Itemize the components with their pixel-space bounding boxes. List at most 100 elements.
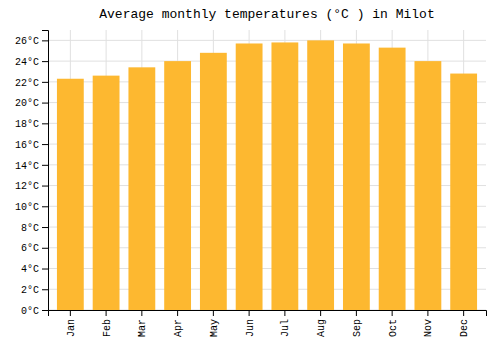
tick-mark bbox=[249, 310, 250, 316]
y-axis: 0°C 2°C 4°C 6°C 8°C 10°C 12°C 14°C 16°C 18°C 20°C 2… bbox=[15, 31, 49, 317]
bar bbox=[57, 79, 84, 310]
tick: 20°C bbox=[15, 98, 48, 109]
bar bbox=[450, 74, 477, 310]
tick-mark bbox=[42, 310, 48, 311]
tick-label: Aug bbox=[316, 319, 327, 337]
tick-mark bbox=[42, 227, 48, 228]
tick-mark bbox=[284, 310, 285, 316]
tick: 4°C bbox=[21, 264, 48, 275]
tick: Feb bbox=[102, 310, 113, 337]
tick: Sep bbox=[352, 310, 363, 337]
tick-mark bbox=[427, 310, 428, 316]
tick-mark bbox=[42, 144, 48, 145]
tick-label: 26°C bbox=[15, 36, 39, 47]
tick-label: 12°C bbox=[15, 181, 39, 192]
tick: May bbox=[209, 310, 220, 337]
grid bbox=[48, 30, 486, 310]
tick-label: Jun bbox=[245, 319, 256, 337]
tick-mark bbox=[320, 310, 321, 316]
tick-label: 4°C bbox=[21, 264, 39, 275]
bar bbox=[379, 48, 406, 310]
tick-label: Nov bbox=[423, 319, 434, 337]
tick-label: Oct bbox=[388, 319, 399, 337]
tick: Apr bbox=[173, 310, 184, 337]
bar bbox=[343, 43, 370, 310]
tick-label: 8°C bbox=[21, 223, 39, 234]
tick: Nov bbox=[423, 310, 434, 337]
tick: 8°C bbox=[21, 223, 48, 234]
tick: Dec bbox=[459, 310, 470, 337]
tick-mark bbox=[463, 310, 464, 316]
tick-label: Apr bbox=[173, 319, 184, 337]
tick-mark bbox=[42, 103, 48, 104]
tick-label: 16°C bbox=[15, 140, 39, 151]
tick-label: May bbox=[209, 319, 220, 337]
tick-label: Mar bbox=[137, 319, 148, 337]
tick-label: 20°C bbox=[15, 98, 39, 109]
tick-label: 24°C bbox=[15, 57, 39, 68]
tick-label: 22°C bbox=[15, 78, 39, 89]
tick-mark bbox=[42, 186, 48, 187]
grid-line bbox=[48, 40, 486, 41]
tick-label: Sep bbox=[352, 319, 363, 337]
tick-label: 18°C bbox=[15, 119, 39, 130]
tick-label: 2°C bbox=[21, 285, 39, 296]
tick-label: Jul bbox=[280, 319, 291, 337]
bar bbox=[164, 61, 191, 310]
chart: 0°C 2°C 4°C 6°C 8°C 10°C 12°C 14°C 16°C 18°C 20°C 2… bbox=[0, 0, 500, 350]
tick: 14°C bbox=[15, 161, 48, 172]
tick-label: Dec bbox=[459, 319, 470, 337]
bar bbox=[236, 43, 263, 310]
tick: Jun bbox=[245, 310, 256, 337]
bar bbox=[414, 61, 441, 310]
tick: 12°C bbox=[15, 181, 48, 192]
tick: Oct bbox=[388, 310, 399, 337]
axis-line bbox=[49, 311, 487, 317]
bar bbox=[93, 76, 120, 310]
bar bbox=[200, 53, 227, 310]
tick-label: 14°C bbox=[15, 161, 39, 172]
tick: 18°C bbox=[15, 119, 48, 130]
tick-label: Jan bbox=[66, 319, 77, 337]
tick-label: 10°C bbox=[15, 202, 39, 213]
x-axis: Jan Feb Mar Apr May Jun Jul Aug Sep Oct Nov Dec bbox=[49, 310, 487, 337]
plot: 0°C 2°C 4°C 6°C 8°C 10°C 12°C 14°C 16°C 18°C 20°C 2… bbox=[15, 30, 487, 337]
tick-mark bbox=[42, 248, 48, 249]
tick-mark bbox=[42, 82, 48, 83]
tick-mark bbox=[42, 40, 48, 41]
tick-mark bbox=[177, 310, 178, 316]
tick: 0°C bbox=[21, 306, 48, 317]
tick-mark bbox=[213, 310, 214, 316]
tick-mark bbox=[392, 310, 393, 316]
axis-line bbox=[42, 31, 49, 311]
bar bbox=[128, 67, 155, 310]
tick: 6°C bbox=[21, 243, 48, 254]
tick-mark bbox=[42, 206, 48, 207]
tick: 24°C bbox=[15, 57, 48, 68]
title: Average monthly temperatures (°C ) in Mi… bbox=[99, 7, 434, 22]
tick-mark bbox=[42, 165, 48, 166]
tick: 10°C bbox=[15, 202, 48, 213]
tick-mark bbox=[42, 61, 48, 62]
tick: Aug bbox=[316, 310, 327, 337]
tick-mark bbox=[42, 123, 48, 124]
tick: 26°C bbox=[15, 36, 48, 47]
tick-mark bbox=[356, 310, 357, 316]
tick-mark bbox=[106, 310, 107, 316]
tick-mark bbox=[70, 310, 71, 316]
bar bbox=[307, 40, 334, 310]
tick-label: 0°C bbox=[21, 306, 39, 317]
tick-mark bbox=[42, 289, 48, 290]
tick: Jul bbox=[280, 310, 291, 337]
tick: 16°C bbox=[15, 140, 48, 151]
tick-mark bbox=[42, 269, 48, 270]
bar bbox=[271, 42, 298, 310]
tick-label: 6°C bbox=[21, 243, 39, 254]
bars bbox=[57, 40, 477, 310]
tick-mark bbox=[141, 310, 142, 316]
tick: Jan bbox=[66, 310, 77, 337]
tick: 2°C bbox=[21, 285, 48, 296]
tick: Mar bbox=[137, 310, 148, 337]
tick: 22°C bbox=[15, 78, 48, 89]
tick-label: Feb bbox=[102, 319, 113, 337]
